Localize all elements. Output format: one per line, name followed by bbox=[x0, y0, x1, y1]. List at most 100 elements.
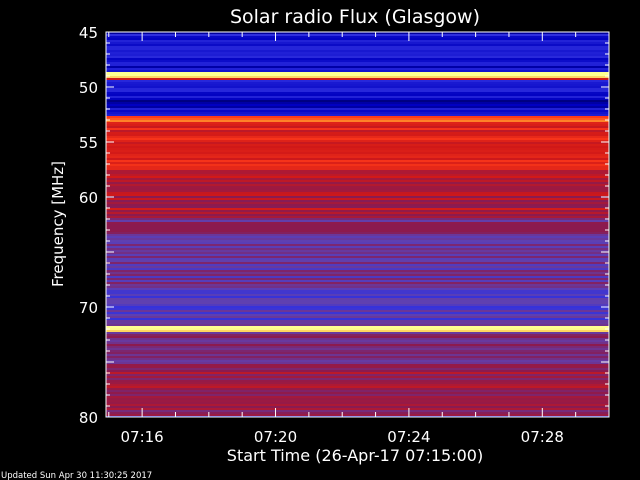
spectrum-row bbox=[106, 226, 609, 228]
spectrum-row bbox=[106, 176, 609, 178]
spectrum-row bbox=[106, 414, 609, 416]
spectrum-row bbox=[106, 170, 609, 172]
spectrum-row bbox=[106, 56, 609, 58]
spectrum-row bbox=[106, 32, 609, 34]
spectrum-row bbox=[106, 40, 609, 42]
spectrum-row bbox=[106, 256, 609, 258]
y-tick-label: 60 bbox=[79, 189, 98, 207]
spectrum-row bbox=[106, 146, 609, 148]
spectrum-row bbox=[106, 392, 609, 394]
spectrum-row bbox=[106, 360, 609, 362]
spectrum-row bbox=[106, 284, 609, 286]
spectrum-row bbox=[106, 366, 609, 368]
spectrum-row bbox=[106, 378, 609, 380]
spectrum-row bbox=[106, 280, 609, 282]
spectrum-row bbox=[106, 294, 609, 296]
spectrum-row bbox=[106, 382, 609, 384]
spectrum-row bbox=[106, 100, 609, 102]
spectrum-row bbox=[106, 138, 609, 140]
spectrum-row bbox=[106, 180, 609, 182]
spectrum-row bbox=[106, 110, 609, 112]
spectrum-row bbox=[106, 224, 609, 226]
spectrum-row bbox=[106, 286, 609, 288]
spectrum-row bbox=[106, 38, 609, 40]
spectrum-row bbox=[106, 234, 609, 236]
spectrum-row bbox=[106, 172, 609, 174]
heatmap-area bbox=[106, 32, 609, 417]
spectrum-row bbox=[106, 62, 609, 64]
spectrum-row bbox=[106, 136, 609, 138]
spectrum-row bbox=[106, 310, 609, 312]
spectrum-row bbox=[106, 406, 609, 408]
spectrum-row bbox=[106, 218, 609, 220]
spectrum-row bbox=[106, 166, 609, 168]
spectrum-row bbox=[106, 376, 609, 378]
spectrum-row bbox=[106, 274, 609, 276]
chart-title: Solar radio Flux (Glasgow) bbox=[230, 6, 480, 28]
spectrum-row bbox=[106, 240, 609, 242]
spectrum-row bbox=[106, 306, 609, 308]
spectrum-row bbox=[106, 46, 609, 48]
spectrum-row bbox=[106, 276, 609, 278]
spectrum-row bbox=[106, 254, 609, 256]
spectrum-row bbox=[106, 348, 609, 350]
spectrum-row bbox=[106, 374, 609, 376]
spectrum-row bbox=[106, 282, 609, 284]
spectrum-row bbox=[106, 160, 609, 162]
spectrum-row bbox=[106, 178, 609, 180]
spectrum-row bbox=[106, 164, 609, 166]
spectrum-row bbox=[106, 330, 609, 332]
spectrum-row bbox=[106, 200, 609, 202]
spectrum-row bbox=[106, 78, 609, 80]
spectrum-row bbox=[106, 296, 609, 298]
spectrum-row bbox=[106, 214, 609, 216]
spectrum-row bbox=[106, 222, 609, 224]
y-tick-label: 80 bbox=[79, 409, 98, 427]
spectrum-row bbox=[106, 130, 609, 132]
spectrum-row bbox=[106, 84, 609, 86]
spectrum-row bbox=[106, 174, 609, 176]
spectrum-row bbox=[106, 248, 609, 250]
spectrum-row bbox=[106, 122, 609, 124]
spectrum-row bbox=[106, 312, 609, 314]
x-tick-label: 07:24 bbox=[387, 428, 430, 446]
spectrum-row bbox=[106, 206, 609, 208]
spectrum-row bbox=[106, 132, 609, 134]
spectrum-row bbox=[106, 156, 609, 158]
spectrum-row bbox=[106, 388, 609, 390]
spectrum-row bbox=[106, 196, 609, 198]
spectrum-row bbox=[106, 322, 609, 324]
spectrum-row bbox=[106, 272, 609, 274]
spectrum-row bbox=[106, 358, 609, 360]
spectrum-row bbox=[106, 324, 609, 326]
spectrum-row bbox=[106, 42, 609, 44]
spectrum-row bbox=[106, 268, 609, 270]
spectrum-row bbox=[106, 370, 609, 372]
spectrum-row bbox=[106, 404, 609, 406]
spectrum-row bbox=[106, 120, 609, 122]
spectrum-row bbox=[106, 48, 609, 50]
spectrum-row bbox=[106, 314, 609, 316]
spectrum-row bbox=[106, 244, 609, 246]
spectrum-row bbox=[106, 352, 609, 354]
spectrum-row bbox=[106, 304, 609, 306]
spectrum-row bbox=[106, 258, 609, 260]
spectrum-row bbox=[106, 116, 609, 118]
spectrum-row bbox=[106, 118, 609, 120]
spectrum-row bbox=[106, 318, 609, 320]
spectrum-row bbox=[106, 198, 609, 200]
spectrum-row bbox=[106, 104, 609, 106]
spectrum-row bbox=[106, 82, 609, 84]
y-axis: 45 50 55 60 70 80 bbox=[79, 24, 609, 427]
spectrum-row bbox=[106, 98, 609, 100]
spectrum-row bbox=[106, 96, 609, 98]
spectrum-row bbox=[106, 72, 609, 74]
spectrum-row bbox=[106, 192, 609, 194]
spectrum-row bbox=[106, 64, 609, 66]
spectrum-row bbox=[106, 384, 609, 386]
spectrum-row bbox=[106, 194, 609, 196]
spectrum-row bbox=[106, 386, 609, 388]
spectrum-row bbox=[106, 300, 609, 302]
spectrum-row bbox=[106, 186, 609, 188]
